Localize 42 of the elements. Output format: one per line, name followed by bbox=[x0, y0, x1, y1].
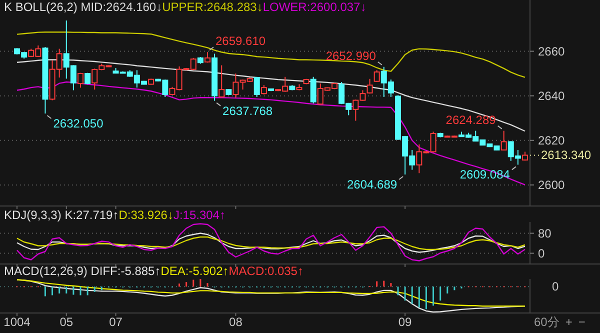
series-label: UPPER:2648.283↓ bbox=[162, 0, 263, 14]
text: 60分 bbox=[534, 315, 560, 329]
line-series bbox=[16, 236, 526, 250]
chart-title: MACD(12,26,9) bbox=[4, 264, 91, 278]
x-tick-label: 08 bbox=[229, 315, 243, 329]
line-series bbox=[16, 232, 526, 253]
x-tick-label: 07 bbox=[109, 315, 123, 329]
candlestick bbox=[254, 76, 260, 98]
annotation: 2659.610 bbox=[216, 34, 266, 48]
text: 2613.340 bbox=[541, 148, 592, 162]
x-tick-label: 05 bbox=[60, 315, 74, 329]
y-tick-label: 2600 bbox=[538, 178, 566, 192]
text: LOWER:2600.037↓ bbox=[262, 0, 366, 14]
series-label: D:33.926↓ bbox=[118, 208, 174, 222]
candlestick bbox=[500, 130, 507, 151]
text: + bbox=[565, 315, 572, 329]
annotation: 2652.990 bbox=[326, 48, 376, 63]
y-tick-label: 0 bbox=[538, 246, 545, 260]
y-tick-label: 2640 bbox=[538, 88, 566, 103]
y-tick-label: 2660 bbox=[538, 44, 566, 58]
annotation: 2632.050 bbox=[53, 116, 104, 131]
chart-title: KDJ(9,3,3) bbox=[4, 208, 65, 222]
series-label: K:27.719↑ bbox=[64, 208, 119, 222]
x-tick-label: 1004 bbox=[4, 315, 31, 329]
candlestick bbox=[310, 76, 316, 104]
y-tick-label: 2620 bbox=[538, 133, 566, 148]
annotation: 2604.689 bbox=[346, 177, 398, 192]
annotation: 2624.289 bbox=[446, 112, 496, 127]
text: − bbox=[578, 315, 586, 329]
series-label: J:15.304↑ bbox=[173, 208, 226, 222]
series-label: MACD:0.035↑ bbox=[228, 264, 304, 278]
series-label: DEA:-5.902↑ bbox=[160, 264, 229, 278]
candlestick bbox=[78, 72, 84, 88]
candlestick bbox=[260, 84, 267, 95]
x-tick-label: 09 bbox=[398, 315, 412, 329]
line-series bbox=[16, 223, 526, 262]
series-label: DIFF:-5.885↑ bbox=[90, 264, 161, 278]
chart-title: K BOLL(26,2) bbox=[4, 0, 81, 14]
text: MID:2624.160↓ bbox=[80, 0, 162, 14]
y-tick-label: 80 bbox=[538, 226, 552, 240]
annotation: 2637.768 bbox=[222, 104, 273, 118]
candlestick bbox=[218, 64, 225, 98]
